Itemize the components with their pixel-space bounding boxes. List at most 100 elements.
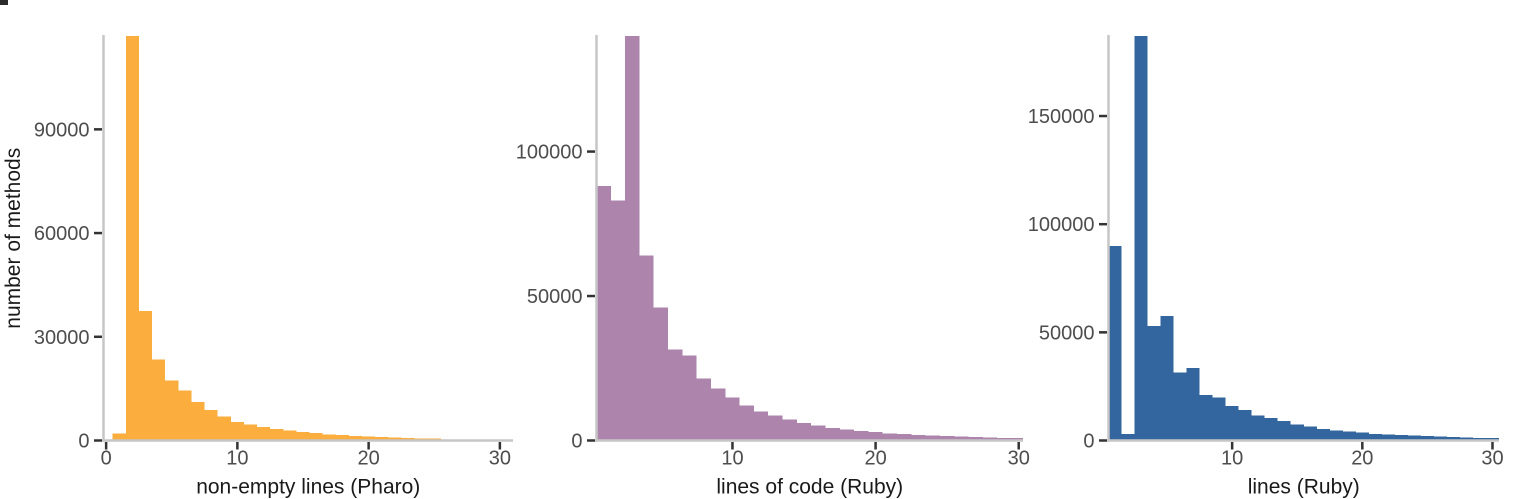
- histogram-bar: [625, 36, 640, 441]
- histogram-bar: [191, 401, 205, 441]
- histogram-bar: [1368, 433, 1382, 441]
- histogram-bar: [682, 355, 697, 441]
- histogram-bar: [152, 359, 166, 441]
- x-tick-label: 0: [101, 448, 112, 470]
- histogram-pharo-non-empty-lines: 0 10 20 30 0 30000 60000 90000 non-empty lines (…: [2, 35, 513, 499]
- x-tick-label: 30: [1008, 448, 1030, 470]
- histogram-bar: [309, 433, 323, 441]
- histogram-bar: [1173, 372, 1187, 441]
- histogram-bar: [322, 434, 336, 441]
- histogram-bar: [1316, 429, 1330, 441]
- y-tick-label: 30000: [34, 327, 90, 349]
- histogram-bar: [165, 380, 179, 441]
- histogram-bar: [388, 437, 402, 441]
- histogram-bar: [854, 430, 869, 441]
- histogram-bar: [653, 307, 669, 441]
- histogram-bar: [782, 419, 797, 441]
- histogram-bar: [882, 433, 898, 441]
- histogram-bar: [668, 349, 683, 441]
- histogram-bar: [610, 200, 626, 441]
- histogram-bar: [1121, 434, 1135, 441]
- histogram-bar: [296, 432, 310, 441]
- histogram-bar: [1459, 437, 1473, 441]
- x-tick-label: 10: [1221, 448, 1243, 470]
- histogram-bar: [725, 397, 740, 441]
- histogram-bar: [270, 429, 284, 441]
- x-tick-label: 30: [1481, 448, 1503, 470]
- histogram-bar: [112, 433, 126, 441]
- histogram-bar: [1251, 415, 1265, 441]
- histogram-bar: [138, 310, 153, 441]
- histogram-bar: [362, 436, 376, 441]
- x-tick-label: 20: [864, 448, 886, 470]
- histogram-bar: [1199, 395, 1213, 441]
- y-tick-label: 100000: [516, 142, 583, 164]
- histogram-bar: [968, 437, 983, 441]
- histogram-bar: [825, 427, 840, 441]
- histogram-bar: [639, 255, 654, 441]
- histogram-bar: [1407, 435, 1421, 441]
- x-axis-title: lines of code (Ruby): [716, 476, 903, 499]
- histogram-bar: [1134, 36, 1148, 441]
- histogram-bar: [178, 390, 192, 441]
- histogram-bar: [739, 405, 754, 441]
- bars-group: [112, 36, 507, 441]
- histogram-bar: [954, 436, 969, 441]
- histogram-bar: [401, 437, 415, 441]
- y-tick-label: 150000: [1028, 106, 1095, 128]
- histogram-bar: [839, 429, 855, 441]
- histogram-bar: [710, 388, 726, 441]
- x-tick-label: 10: [226, 448, 248, 470]
- y-tick-label: 0: [1083, 431, 1094, 453]
- histogram-bar: [796, 422, 812, 441]
- y-tick-label: 0: [78, 431, 89, 453]
- x-axis-title: lines (Ruby): [1248, 476, 1360, 499]
- histogram-bar: [939, 436, 955, 441]
- histogram-bar: [348, 435, 363, 441]
- histogram-bar: [1381, 434, 1395, 441]
- histogram-bar: [753, 411, 769, 441]
- bars-group: [596, 36, 1023, 441]
- histogram-bar: [1277, 421, 1291, 441]
- histogram-bar: [1433, 436, 1447, 441]
- y-tick-label: 50000: [527, 286, 583, 308]
- histogram-bar: [335, 435, 349, 441]
- histogram-bar: [1420, 436, 1434, 441]
- histogram-bar: [1108, 245, 1122, 441]
- histogram-bar: [1394, 435, 1408, 441]
- histogram-bar: [997, 437, 1012, 441]
- histogram-bar: [696, 378, 711, 441]
- histogram-bar: [1225, 405, 1239, 441]
- histogram-bar: [283, 430, 297, 441]
- y-axis-title: number of methods: [2, 148, 25, 329]
- histogram-bar: [811, 425, 826, 441]
- histogram-bar: [1147, 325, 1161, 441]
- histogram-bar: [1303, 426, 1317, 441]
- histogram-bar: [1329, 430, 1343, 441]
- histogram-bar: [1290, 424, 1304, 441]
- x-axis-title: non-empty lines (Pharo): [196, 476, 420, 499]
- histogram-bar: [1212, 397, 1226, 441]
- histogram-bar: [911, 435, 926, 441]
- histogram-bar: [897, 434, 912, 441]
- y-tick-label: 50000: [1039, 322, 1095, 344]
- y-tick-label: 100000: [1028, 214, 1095, 236]
- histogram-bar: [204, 410, 218, 441]
- x-tick-label: 10: [721, 448, 743, 470]
- bars-group: [1108, 36, 1499, 441]
- histogram-bar: [1264, 417, 1278, 441]
- histogram-bar: [1160, 316, 1174, 441]
- histogram-ruby-lines: 10 20 30 0 50000 100000 150000 lines (Ruby): [1028, 35, 1504, 499]
- histogram-bar: [982, 437, 998, 441]
- histogram-bar: [1472, 437, 1486, 441]
- histogram-bar: [868, 432, 883, 441]
- histogram-bar: [243, 424, 258, 441]
- histogram-bar: [1238, 409, 1252, 441]
- y-tick-label: 60000: [34, 223, 90, 245]
- histogram-bar: [257, 427, 271, 441]
- y-tick-label: 0: [571, 431, 582, 453]
- x-tick-label: 20: [1351, 448, 1373, 470]
- histogram-bar: [1342, 431, 1356, 441]
